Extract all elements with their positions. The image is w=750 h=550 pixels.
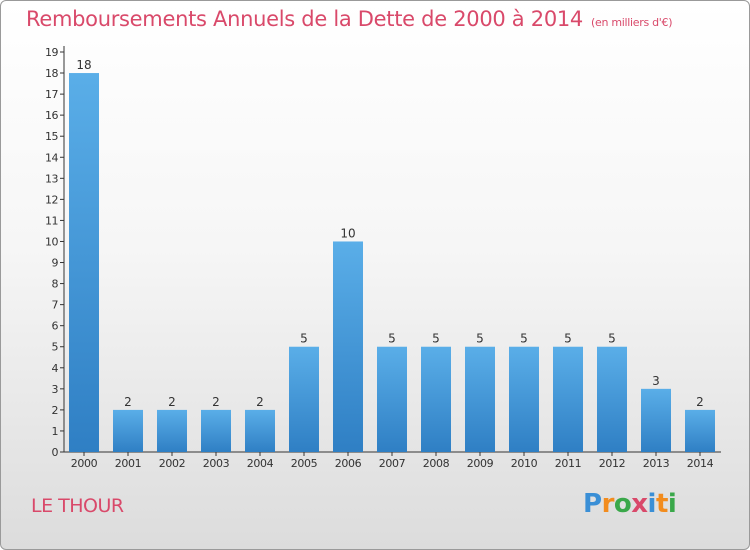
- y-tick-label: 0: [52, 446, 59, 459]
- logo-letter: P: [583, 489, 602, 519]
- logo-letter: i: [647, 489, 657, 519]
- logo-letter: i: [667, 489, 677, 519]
- proxiti-logo: Proxiti: [583, 489, 677, 519]
- x-tick-label: 2013: [643, 457, 670, 470]
- x-tick-label: 2012: [599, 457, 625, 470]
- chart-unit: (en milliers d'€): [591, 16, 673, 29]
- x-tick-label: 2001: [115, 457, 141, 470]
- bar: [289, 346, 319, 452]
- bar-value-label: 5: [432, 332, 440, 346]
- bar: [201, 409, 231, 452]
- logo-letter: r: [601, 489, 615, 519]
- x-tick-label: 2002: [159, 457, 185, 470]
- x-tick-label: 2005: [291, 457, 318, 470]
- y-tick-label: 13: [45, 172, 58, 185]
- bar: [157, 409, 187, 452]
- y-tick-label: 10: [45, 235, 58, 248]
- logo-letter: o: [613, 489, 632, 519]
- bar-value-label: 5: [520, 332, 528, 346]
- y-tick-label: 4: [52, 362, 59, 375]
- bar: [509, 346, 539, 452]
- y-tick-label: 7: [52, 299, 59, 312]
- bar: [465, 346, 495, 452]
- bar: [333, 241, 363, 452]
- y-tick-label: 9: [52, 257, 59, 270]
- y-tick-label: 16: [45, 109, 58, 122]
- bar: [597, 346, 627, 452]
- y-tick-label: 11: [45, 214, 58, 227]
- logo-letter: x: [631, 489, 648, 519]
- y-tick-label: 12: [45, 193, 58, 206]
- bar-value-label: 2: [696, 395, 704, 409]
- x-tick-label: 2011: [555, 457, 581, 470]
- bar-value-label: 2: [168, 395, 176, 409]
- bar-value-label: 10: [340, 226, 355, 240]
- bar-value-label: 2: [256, 395, 264, 409]
- y-tick-label: 18: [45, 67, 58, 80]
- bar-value-label: 5: [300, 332, 308, 346]
- bar-value-label: 5: [564, 332, 572, 346]
- chart-title-text: Remboursements Annuels de la Dette de 20…: [26, 7, 583, 31]
- x-tick-label: 2006: [335, 457, 362, 470]
- bar: [685, 409, 715, 452]
- bar-value-label: 5: [608, 332, 616, 346]
- bar-value-label: 5: [388, 332, 396, 346]
- bar-value-label: 5: [476, 332, 484, 346]
- y-tick-label: 8: [52, 278, 59, 291]
- x-tick-label: 2000: [71, 457, 98, 470]
- bar: [553, 346, 583, 452]
- bar-value-label: 2: [212, 395, 220, 409]
- bar-value-label: 2: [124, 395, 132, 409]
- bar-value-label: 18: [76, 58, 91, 72]
- bar: [641, 388, 671, 452]
- x-tick-label: 2008: [423, 457, 450, 470]
- bar: [113, 409, 143, 452]
- chart-title: Remboursements Annuels de la Dette de 20…: [26, 7, 672, 31]
- y-tick-label: 2: [52, 404, 59, 417]
- x-tick-label: 2010: [511, 457, 538, 470]
- bar: [421, 346, 451, 452]
- y-tick-label: 15: [45, 130, 58, 143]
- x-tick-label: 2014: [687, 457, 714, 470]
- y-tick-label: 19: [45, 46, 58, 59]
- logo-letter: t: [655, 489, 668, 519]
- x-tick-label: 2007: [379, 457, 406, 470]
- y-tick-label: 1: [52, 425, 59, 438]
- y-tick-label: 17: [45, 88, 58, 101]
- bar: [69, 73, 99, 452]
- y-tick-label: 6: [52, 320, 59, 333]
- bar: [245, 409, 275, 452]
- y-tick-label: 5: [52, 341, 59, 354]
- y-tick-label: 14: [45, 151, 58, 164]
- commune-name: LE THOUR: [31, 495, 124, 517]
- y-tick-label: 3: [52, 383, 59, 396]
- bar: [377, 346, 407, 452]
- bar-value-label: 3: [652, 374, 660, 388]
- x-tick-label: 2003: [203, 457, 230, 470]
- x-tick-label: 2009: [467, 457, 494, 470]
- x-tick-label: 2004: [247, 457, 274, 470]
